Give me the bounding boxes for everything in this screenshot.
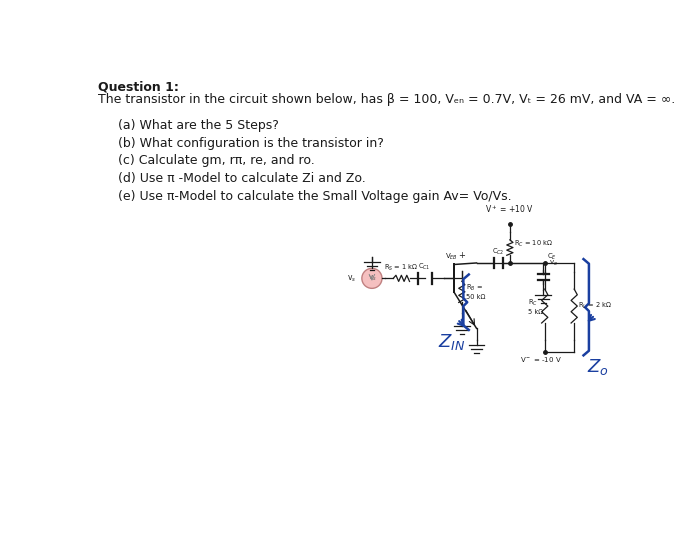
Text: The transistor in the circuit shown below, has β = 100, Vₑₙ = 0.7V, Vₜ = 26 mV, : The transistor in the circuit shown belo… (98, 93, 676, 106)
Text: (a) What are the 5 Steps?: (a) What are the 5 Steps? (118, 119, 279, 132)
Text: C$_E$: C$_E$ (547, 252, 557, 263)
Text: v$_s$: v$_s$ (347, 273, 356, 284)
Text: R$_L$ = 2 kΩ: R$_L$ = 2 kΩ (578, 301, 612, 311)
Text: Question 1:: Question 1: (98, 80, 179, 93)
Text: V$^+$ = +10 V: V$^+$ = +10 V (485, 203, 534, 215)
Text: v$_s$: v$_s$ (368, 274, 377, 283)
Text: $\mathit{Z_o}$: $\mathit{Z_o}$ (587, 357, 608, 377)
Text: $\mathit{Z}_{IN}$: $\mathit{Z}_{IN}$ (438, 332, 466, 352)
Text: (c) Calculate gm, rπ, re, and ro.: (c) Calculate gm, rπ, re, and ro. (118, 154, 315, 168)
Text: +: + (458, 250, 466, 260)
Text: C$_{C2}$: C$_{C2}$ (492, 247, 505, 257)
Text: v$_o$: v$_o$ (549, 258, 558, 268)
Text: (b) What configuration is the transistor in?: (b) What configuration is the transistor… (118, 137, 384, 150)
Text: V$_{EB}$: V$_{EB}$ (445, 252, 458, 263)
Text: R$_S$ = 1 kΩ: R$_S$ = 1 kΩ (384, 263, 419, 273)
Circle shape (362, 268, 382, 289)
Text: C$_{C1}$: C$_{C1}$ (419, 262, 431, 273)
Text: R$_B$ =
50 kΩ: R$_B$ = 50 kΩ (466, 283, 485, 300)
Text: (d) Use π -Model to calculate Zi and Zo.: (d) Use π -Model to calculate Zi and Zo. (118, 172, 366, 185)
Text: R$_C$
5 kΩ: R$_C$ 5 kΩ (528, 297, 542, 315)
Text: (e) Use π-Model to calculate the Small Voltage gain Av= Vo/Vs.: (e) Use π-Model to calculate the Small V… (118, 190, 512, 203)
Text: V$^-$ = -10 V: V$^-$ = -10 V (520, 355, 562, 364)
Text: R$_C$ = 10 kΩ: R$_C$ = 10 kΩ (514, 239, 553, 249)
